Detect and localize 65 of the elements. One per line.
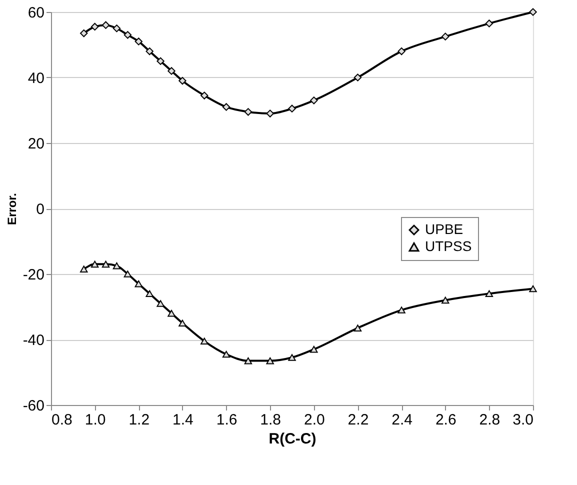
x-tick-label: 2.0 — [304, 412, 325, 428]
point — [442, 32, 450, 40]
point — [398, 306, 406, 314]
point — [288, 104, 296, 112]
point — [266, 357, 274, 364]
y-tick-label: -40 — [22, 332, 44, 349]
x-tick-label: 2.2 — [348, 412, 369, 428]
x-tick-label: 1.8 — [260, 412, 282, 428]
x-tick-label: 1.0 — [84, 412, 106, 428]
point — [200, 92, 208, 100]
y-tick-label: -20 — [22, 266, 44, 284]
point — [244, 108, 252, 116]
point — [178, 76, 186, 85]
point — [112, 24, 121, 32]
point — [156, 57, 164, 65]
point — [80, 266, 88, 272]
point — [168, 67, 176, 75]
point — [485, 290, 494, 298]
y-tick-label: 60 — [28, 4, 44, 22]
point — [266, 110, 274, 118]
point — [485, 20, 494, 28]
point — [146, 47, 154, 56]
legend-label: UTPSS — [425, 238, 472, 254]
x-tick-label: 0.8 — [52, 412, 72, 428]
x-tick-label: 2.8 — [479, 412, 500, 428]
point — [134, 38, 142, 46]
x-tick-label: 1.4 — [172, 412, 194, 428]
y-tick-label: 0 — [36, 201, 44, 218]
point — [134, 280, 142, 288]
y-tick-label: 40 — [28, 70, 44, 87]
point — [529, 285, 537, 292]
point — [178, 320, 186, 327]
point — [222, 103, 230, 111]
point — [156, 300, 164, 307]
x-tick-label: 3.0 — [512, 412, 534, 428]
point — [354, 324, 362, 332]
point — [288, 354, 296, 361]
legend-label: UPBE — [425, 221, 464, 237]
point — [90, 22, 99, 31]
point — [244, 357, 252, 364]
point — [398, 47, 406, 56]
point — [442, 296, 450, 304]
point — [124, 31, 132, 39]
point — [112, 262, 121, 270]
point — [200, 338, 208, 345]
point — [80, 29, 88, 38]
point — [310, 96, 318, 104]
y-tick-label: -60 — [22, 398, 44, 414]
x-tick-label: 1.2 — [128, 412, 150, 428]
point — [102, 260, 110, 268]
x-axis-title: R(C-C) — [268, 430, 316, 448]
point — [168, 310, 176, 317]
point — [222, 350, 230, 358]
point — [90, 260, 99, 268]
point — [354, 74, 362, 82]
point — [310, 346, 318, 353]
point — [529, 8, 537, 16]
point — [102, 21, 110, 29]
x-tick-label: 2.6 — [435, 412, 456, 428]
point — [124, 270, 132, 278]
y-tick-label: 20 — [28, 136, 44, 152]
x-tick-label: 1.6 — [216, 412, 238, 428]
point — [146, 290, 154, 298]
y-axis-title: Error. — [4, 192, 19, 226]
x-tick-label: 2.4 — [392, 412, 412, 428]
